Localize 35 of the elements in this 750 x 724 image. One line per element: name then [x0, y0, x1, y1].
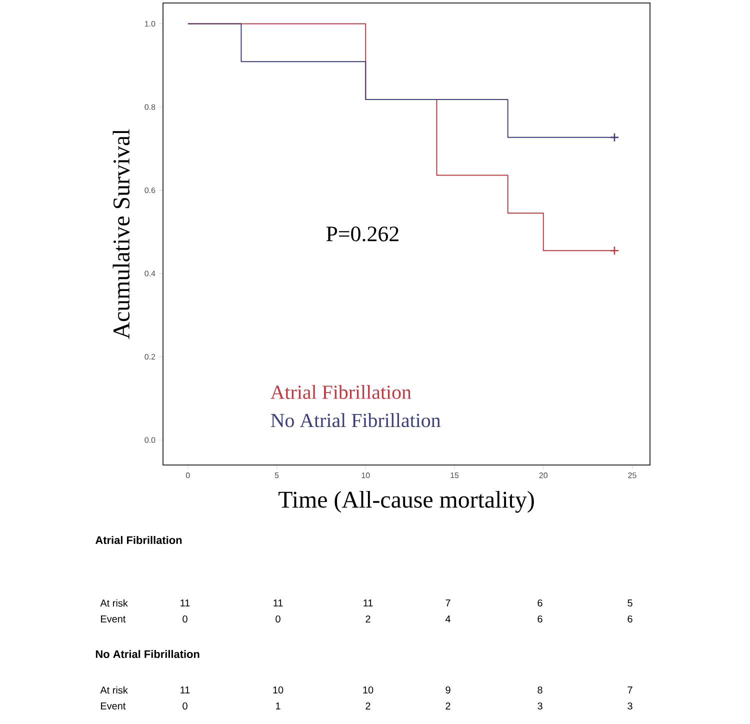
text: 6 — [538, 599, 542, 607]
text: No Atrial Fibrillation — [96, 650, 200, 658]
text: 6 — [538, 615, 542, 623]
text: At risk — [100, 686, 128, 694]
text: Event — [101, 616, 126, 622]
text: 2 — [366, 702, 370, 710]
text: 9 — [446, 686, 450, 694]
text: 2 — [366, 616, 370, 622]
text: Atrial Fibrillation — [95, 536, 182, 544]
text: At risk — [100, 599, 128, 607]
text: 3 — [538, 702, 542, 710]
text: 10 — [363, 686, 374, 694]
text: No Atrial Fibrillation — [270, 413, 440, 428]
text: 4 — [445, 616, 450, 622]
text: 6 — [628, 615, 632, 623]
text: 10 — [273, 686, 284, 694]
text: 11 — [180, 600, 190, 606]
text: 0 — [182, 615, 188, 623]
text: Atrial Fibrillation — [270, 384, 412, 399]
text: 11 — [180, 686, 190, 694]
y-axis-title: Acumulative Survival — [112, 129, 130, 339]
text: 7 — [446, 600, 450, 606]
text: 0 — [276, 615, 280, 623]
text: 8 — [538, 686, 542, 694]
text: 11 — [274, 600, 283, 606]
x-axis-title: Time (All-cause mortality) — [278, 490, 534, 513]
text: 2 — [446, 702, 450, 710]
text: 3 — [628, 702, 632, 710]
text: 5 — [628, 600, 632, 606]
text: 1 — [276, 702, 280, 710]
text: 7 — [628, 686, 632, 694]
text: 0 — [182, 702, 188, 710]
text: Event — [101, 702, 126, 710]
annotation: P=0.262 — [326, 226, 398, 242]
text: 11 — [364, 600, 373, 606]
